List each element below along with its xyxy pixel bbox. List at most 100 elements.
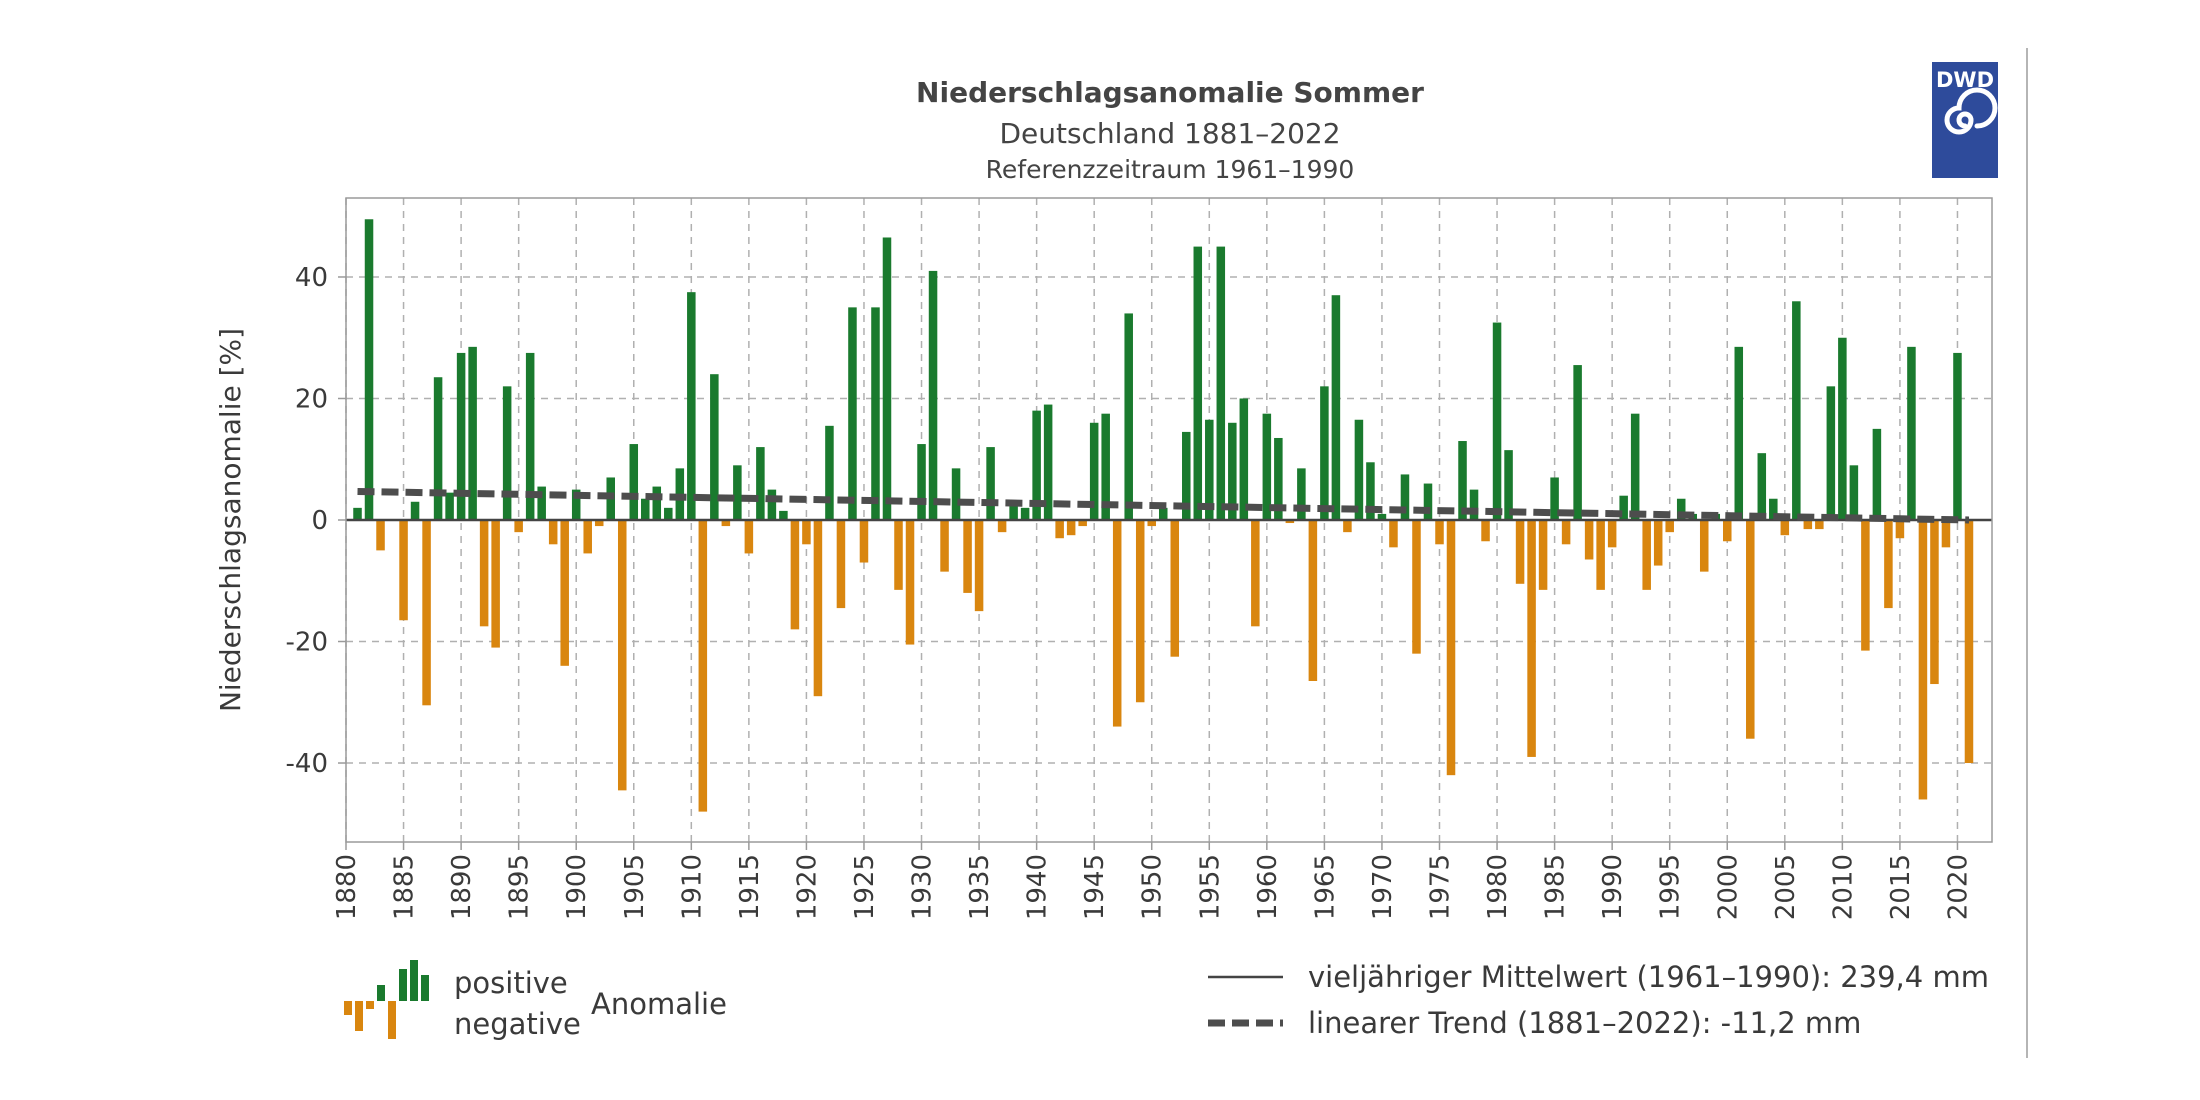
y-tick-label: -20 xyxy=(286,628,328,658)
bar xyxy=(1481,520,1490,542)
bar xyxy=(1826,386,1836,520)
bar xyxy=(1285,520,1295,524)
x-tick-label: 1965 xyxy=(1310,854,1340,920)
y-axis-label: Niederschlagsanomalie [%] xyxy=(214,328,247,712)
bar xyxy=(905,520,915,645)
x-tick-label: 1935 xyxy=(965,854,995,920)
bar xyxy=(1573,365,1582,520)
bar xyxy=(502,386,512,520)
bar xyxy=(1941,520,1951,548)
bar xyxy=(594,520,604,527)
bar xyxy=(1239,398,1249,520)
bar xyxy=(410,501,420,520)
bar xyxy=(1642,520,1651,590)
chart-subtitle: Deutschland 1881–2022 xyxy=(999,117,1340,150)
bar xyxy=(744,520,754,554)
bar xyxy=(1377,513,1387,520)
bar xyxy=(813,520,823,697)
bar xyxy=(1262,413,1272,520)
bar xyxy=(1216,246,1226,520)
trend-line xyxy=(357,487,1970,524)
bar xyxy=(491,520,500,648)
dwd-logo: DWD xyxy=(1932,62,1998,178)
bar xyxy=(1884,520,1893,609)
bar xyxy=(1953,352,1962,520)
bar xyxy=(1815,520,1824,530)
x-tick-label: 1910 xyxy=(677,854,707,920)
bar xyxy=(1492,322,1502,520)
bar xyxy=(1838,337,1847,520)
bar xyxy=(1918,520,1928,800)
x-tick-label: 1975 xyxy=(1426,854,1456,920)
bar xyxy=(1861,520,1870,651)
bar xyxy=(1308,520,1318,681)
bar xyxy=(698,520,708,812)
bar xyxy=(1297,468,1306,520)
bar xyxy=(1607,520,1617,548)
x-tick-label: 1970 xyxy=(1368,854,1398,920)
bar xyxy=(1182,431,1191,520)
bar xyxy=(1320,386,1329,520)
bar xyxy=(1757,453,1767,520)
bar xyxy=(1504,450,1513,520)
bar xyxy=(399,520,408,621)
bar xyxy=(1043,404,1053,520)
x-tick-label: 1915 xyxy=(735,854,765,920)
x-tick-label: 2000 xyxy=(1713,854,1743,920)
x-tick-label: 1895 xyxy=(505,854,535,920)
bar xyxy=(1746,520,1755,739)
bar xyxy=(479,520,489,627)
bar xyxy=(1446,520,1456,776)
bar xyxy=(1228,422,1237,520)
bar xyxy=(456,352,466,520)
bar xyxy=(1769,498,1778,520)
x-tick-label: 1930 xyxy=(908,854,938,920)
bar xyxy=(974,520,984,612)
y-tick-label: -40 xyxy=(286,749,328,779)
x-tick-label: 1955 xyxy=(1195,854,1225,920)
bar xyxy=(1078,520,1087,527)
x-tick-label: 2015 xyxy=(1886,854,1916,920)
bar xyxy=(1147,520,1156,527)
bar xyxy=(1550,477,1559,520)
bar xyxy=(664,507,673,520)
bar xyxy=(1170,520,1180,657)
bar xyxy=(560,520,569,666)
x-tick-label: 1880 xyxy=(332,854,362,920)
bar xyxy=(1366,462,1375,520)
bar xyxy=(1895,520,1905,539)
bar xyxy=(963,520,972,593)
bar xyxy=(641,498,650,520)
bar xyxy=(710,374,719,520)
legend-anomaly-label: Anomalie xyxy=(591,987,727,1021)
bar xyxy=(1158,507,1168,520)
x-tick-label: 2010 xyxy=(1828,854,1858,920)
bar xyxy=(1596,520,1605,590)
bar xyxy=(629,444,639,520)
x-tick-label: 1945 xyxy=(1080,854,1110,920)
x-tick-label: 1905 xyxy=(620,854,650,920)
dwd-swirl-icon xyxy=(1944,87,1998,135)
bar xyxy=(1343,520,1352,533)
bar xyxy=(790,520,800,630)
bar xyxy=(940,520,949,572)
bar xyxy=(917,444,926,520)
bar xyxy=(1400,474,1410,520)
bar xyxy=(1331,295,1341,520)
bar xyxy=(468,346,477,520)
bar xyxy=(928,270,938,520)
bar xyxy=(1020,507,1030,520)
bar xyxy=(364,219,374,520)
bar xyxy=(571,489,581,520)
legend: positive negative Anomalie vieljähriger … xyxy=(344,960,1989,1041)
legend-trend-label: linearer Trend (1881–2022): -11,2 mm xyxy=(1308,1006,1861,1040)
bar xyxy=(1515,520,1525,584)
bar xyxy=(1561,520,1571,545)
x-tick-label: 1995 xyxy=(1656,854,1686,920)
chart-reference-period: Referenzzeitraum 1961–1990 xyxy=(986,155,1355,184)
bar xyxy=(1135,520,1145,703)
bar xyxy=(376,520,385,551)
bar xyxy=(1964,520,1974,764)
x-tick-label: 1990 xyxy=(1598,854,1628,920)
bar xyxy=(1872,428,1882,520)
